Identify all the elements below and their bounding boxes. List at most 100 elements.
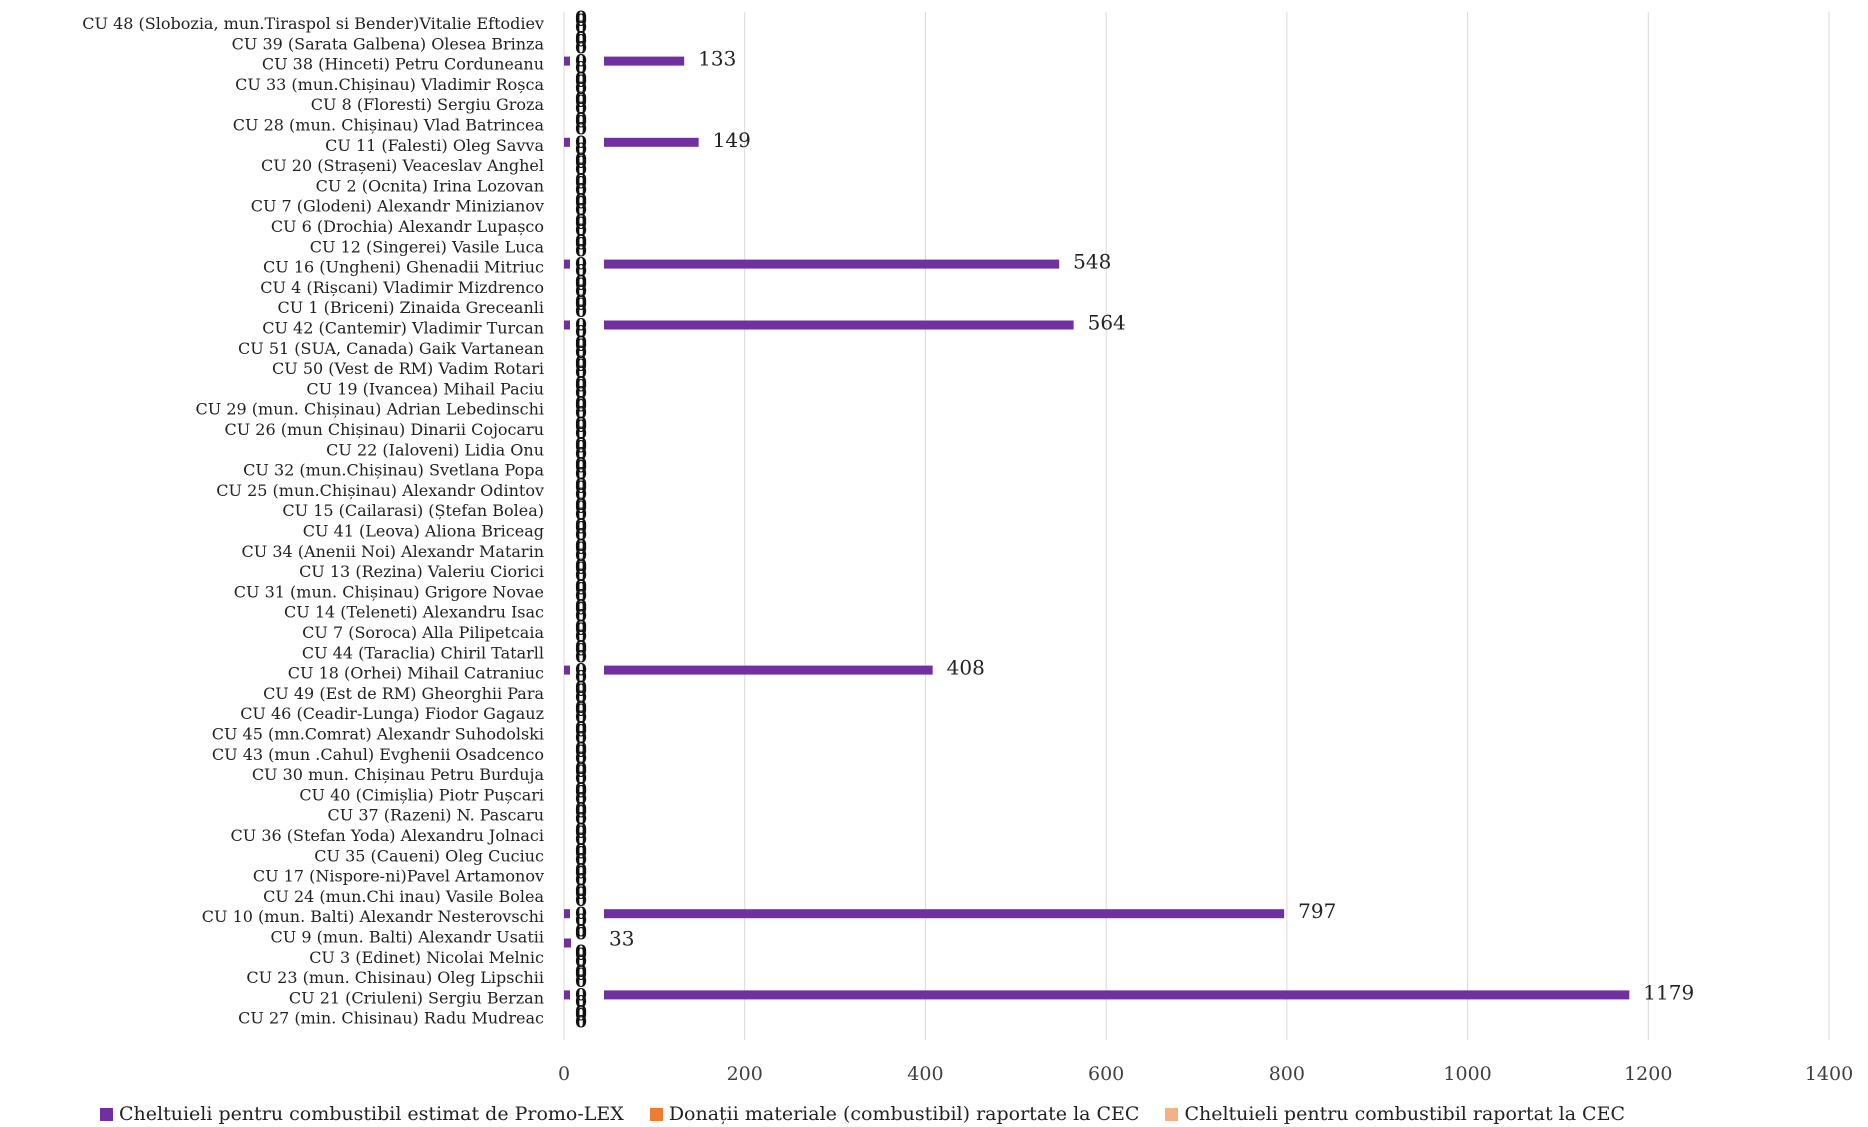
data-label: 408 [947, 656, 985, 680]
category-label: CU 32 (mun.Chișinau) Svetlana Popa [243, 461, 544, 480]
data-label: 0 [575, 627, 587, 647]
data-label: 0 [575, 8, 587, 28]
bar-marker [564, 320, 570, 330]
data-label: 0 [575, 376, 587, 396]
data-label: 0 [575, 701, 587, 721]
data-label: 0 [575, 323, 587, 343]
data-label: 0 [575, 120, 587, 140]
x-tick-label: 0 [558, 1063, 570, 1085]
data-label: 0 [575, 498, 587, 518]
category-label: CU 14 (Teleneti) Alexandru Isac [284, 603, 544, 622]
data-label: 0 [575, 922, 587, 942]
data-label: 0 [575, 18, 587, 38]
data-label: 0 [575, 505, 587, 525]
data-label: 564 [1088, 311, 1126, 335]
data-label: 0 [575, 170, 587, 190]
category-labels: CU 48 (Slobozia, mun.Tiraspol si Bender)… [82, 14, 544, 1028]
category-label: CU 42 (Cantemir) Vladimir Turcan [262, 319, 544, 338]
category-label: CU 40 (Cimișlia) Piotr Pușcari [299, 785, 544, 804]
x-tick-label: 400 [907, 1063, 943, 1085]
data-label: 0 [575, 231, 587, 251]
legend-label: Cheltuieli pentru combustibil estimat de… [119, 1103, 624, 1125]
bar-promolex [604, 665, 933, 675]
category-label: CU 7 (Soroca) Alla Pilipetcaia [302, 623, 544, 642]
bar-promolex [604, 259, 1060, 269]
legend-item-promolex: Cheltuieli pentru combustibil estimat de… [100, 1103, 624, 1125]
data-label: 0 [575, 150, 587, 170]
data-label: 0 [575, 985, 587, 1005]
data-label: 0 [575, 576, 587, 596]
data-label: 0 [575, 414, 587, 434]
legend: Cheltuieli pentru combustibil estimat de… [100, 1103, 1625, 1125]
data-label: 0 [575, 394, 587, 414]
data-label: 0 [575, 722, 587, 742]
data-label: 0 [575, 153, 587, 173]
category-label: CU 26 (mun Chișinau) Dinarii Cojocaru [224, 420, 544, 439]
data-label: 0 [575, 275, 587, 295]
data-label: 0 [575, 475, 587, 495]
data-label: 0 [575, 739, 587, 759]
data-label: 0 [575, 884, 587, 904]
legend-item-donations: Donații materiale (combustibil) raportat… [649, 1103, 1139, 1125]
data-label: 0 [575, 465, 587, 485]
data-label: 0 [575, 397, 587, 417]
data-label: 0 [575, 708, 587, 728]
category-label: CU 15 (Cailarasi) (Ștefan Bolea) [282, 501, 544, 520]
category-label: CU 3 (Edinet) Nicolai Melnic [309, 948, 544, 967]
data-label: 0 [575, 201, 587, 221]
data-label: 0 [575, 516, 587, 536]
data-label: 0 [575, 742, 587, 762]
data-label: 0 [575, 211, 587, 231]
category-label: CU 33 (mun.Chișinau) Vladimir Roșca [235, 75, 544, 94]
data-label: 0 [575, 292, 587, 312]
data-label: 0 [575, 904, 587, 924]
data-label: 0 [575, 729, 587, 749]
data-label: 0 [575, 11, 587, 31]
category-label: CU 20 (Strașeni) Veaceslav Anghel [261, 156, 544, 175]
data-label: 0 [575, 536, 587, 556]
data-label: 0 [575, 31, 587, 51]
data-label: 0 [575, 566, 587, 586]
data-label: 0 [575, 302, 587, 322]
category-label: CU 34 (Anenii Noi) Alexandr Matarin [242, 542, 544, 561]
data-label: 0 [575, 1003, 587, 1023]
data-label: 0 [575, 92, 587, 112]
category-label: CU 8 (Floresti) Sergiu Groza [311, 95, 545, 114]
data-label: 797 [1298, 899, 1336, 923]
category-label: CU 37 (Razeni) N. Pascaru [328, 806, 545, 825]
legend-item-cec: Cheltuieli pentru combustibil raportat l… [1165, 1103, 1625, 1125]
category-label: CU 31 (mun. Chișinau) Grigore Novae [234, 582, 544, 601]
data-label: 0 [575, 881, 587, 901]
data-label: 0 [575, 972, 587, 992]
data-label: 0 [575, 617, 587, 637]
category-label: CU 27 (min. Chisinau) Radu Mudreac [238, 1009, 544, 1028]
data-label: 0 [575, 160, 587, 180]
data-label: 0 [575, 688, 587, 708]
data-label: 0 [575, 820, 587, 840]
data-label: 0 [575, 891, 587, 911]
data-label: 0 [575, 678, 587, 698]
data-label: 0 [575, 437, 587, 457]
data-label: 149 [713, 128, 751, 152]
data-label: 0 [575, 180, 587, 200]
bar-promolex [604, 137, 699, 147]
category-label: CU 4 (Rișcani) Vladimir Mizdrenco [260, 278, 544, 297]
data-label: 0 [575, 607, 587, 627]
data-label: 0 [575, 668, 587, 688]
legend-swatch-peach [1165, 1107, 1179, 1121]
bar-marker [564, 137, 570, 147]
category-label: CU 50 (Vest de RM) Vadim Rotari [272, 359, 544, 378]
data-label: 0 [575, 952, 587, 972]
data-label: 0 [575, 803, 587, 823]
data-label: 0 [575, 404, 587, 424]
data-label: 0 [575, 363, 587, 383]
data-label: 0 [575, 823, 587, 843]
data-label: 0 [575, 749, 587, 769]
data-label: 0 [575, 333, 587, 353]
data-label: 0 [575, 661, 587, 681]
data-label: 1179 [1643, 980, 1694, 1004]
category-label: CU 22 (Ialoveni) Lidia Onu [326, 440, 544, 459]
gridlines [563, 12, 1830, 1040]
bar-promolex [604, 320, 1074, 330]
data-label: 0 [575, 640, 587, 660]
